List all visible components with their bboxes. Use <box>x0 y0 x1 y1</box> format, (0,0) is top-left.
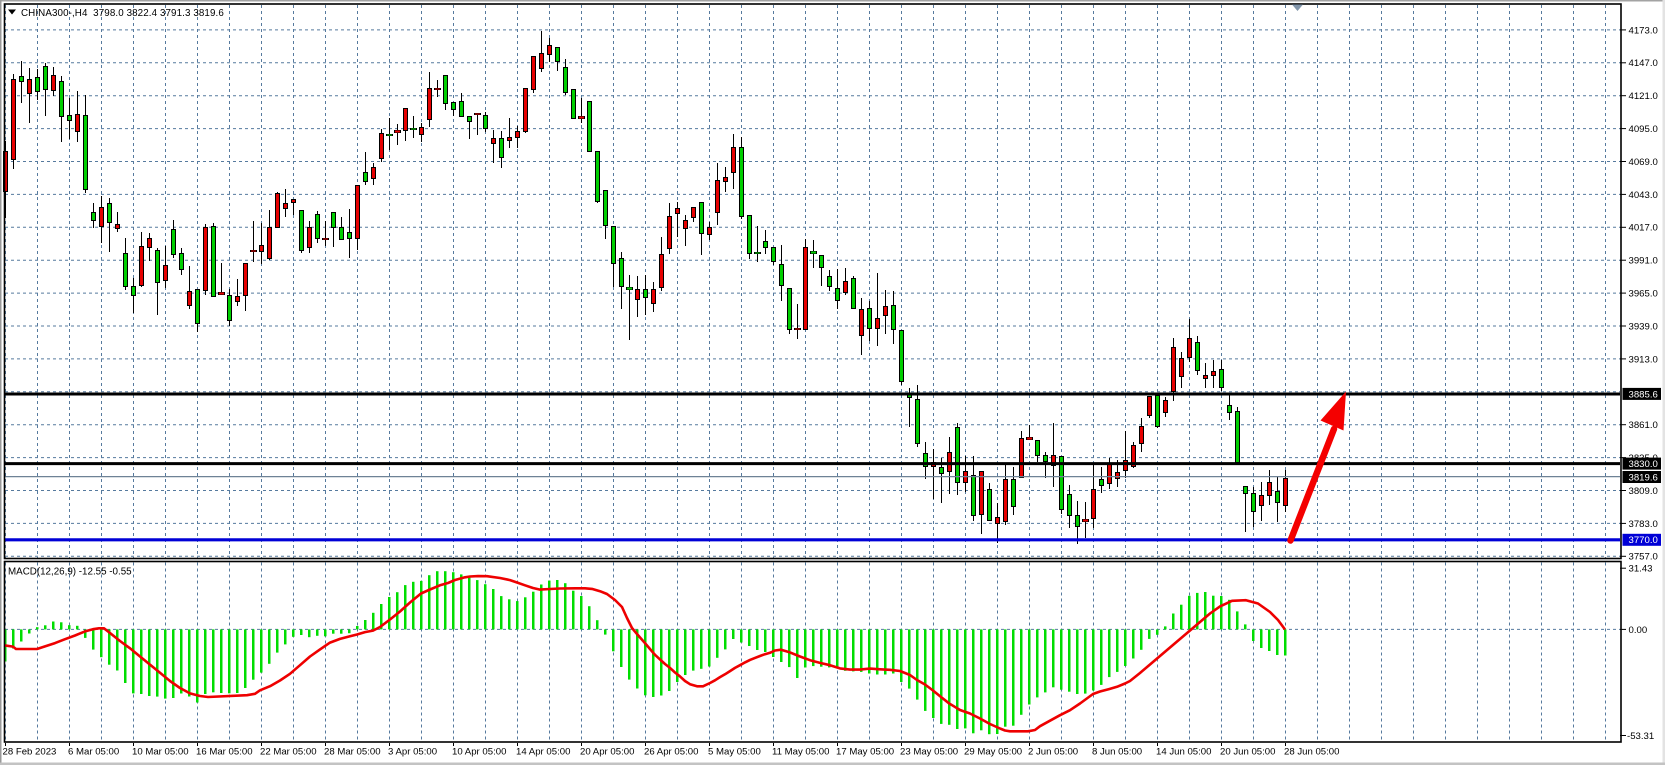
svg-text:4121.0: 4121.0 <box>1629 91 1658 102</box>
svg-text:14 Jun 05:00: 14 Jun 05:00 <box>1156 747 1211 758</box>
svg-text:0.00: 0.00 <box>1629 625 1648 636</box>
svg-text:MACD(12,26,9) -12.55 -0.55: MACD(12,26,9) -12.55 -0.55 <box>8 567 132 578</box>
svg-text:3783.0: 3783.0 <box>1629 519 1658 530</box>
svg-text:22 Mar 05:00: 22 Mar 05:00 <box>260 747 317 758</box>
svg-text:3 Apr 05:00: 3 Apr 05:00 <box>388 747 437 758</box>
svg-text:4147.0: 4147.0 <box>1629 58 1658 69</box>
svg-text:4095.0: 4095.0 <box>1629 124 1658 135</box>
svg-text:20 Apr 05:00: 20 Apr 05:00 <box>580 747 634 758</box>
svg-text:23 May 05:00: 23 May 05:00 <box>900 747 958 758</box>
svg-text:3819.6: 3819.6 <box>1629 472 1658 483</box>
svg-text:16 Mar 05:00: 16 Mar 05:00 <box>196 747 253 758</box>
svg-text:3757.0: 3757.0 <box>1629 552 1658 563</box>
svg-text:4173.0: 4173.0 <box>1629 25 1658 36</box>
svg-text:14 Apr 05:00: 14 Apr 05:00 <box>516 747 570 758</box>
svg-text:3861.0: 3861.0 <box>1629 420 1658 431</box>
svg-text:3991.0: 3991.0 <box>1629 256 1658 267</box>
svg-text:29 May 05:00: 29 May 05:00 <box>964 747 1022 758</box>
svg-text:11 May 05:00: 11 May 05:00 <box>772 747 829 758</box>
svg-text:3809.0: 3809.0 <box>1629 486 1658 497</box>
svg-text:4043.0: 4043.0 <box>1629 190 1658 201</box>
svg-text:17 May 05:00: 17 May 05:00 <box>836 747 894 758</box>
svg-text:6 Mar 05:00: 6 Mar 05:00 <box>68 747 119 758</box>
svg-text:4017.0: 4017.0 <box>1629 223 1658 234</box>
svg-text:10 Apr 05:00: 10 Apr 05:00 <box>452 747 506 758</box>
svg-text:28 Jun 05:00: 28 Jun 05:00 <box>1284 747 1339 758</box>
svg-text:28 Mar 05:00: 28 Mar 05:00 <box>324 747 381 758</box>
svg-text:26 Apr 05:00: 26 Apr 05:00 <box>644 747 698 758</box>
svg-text:3885.6: 3885.6 <box>1629 389 1658 400</box>
svg-text:3939.0: 3939.0 <box>1629 321 1658 332</box>
svg-text:31.43: 31.43 <box>1629 564 1653 575</box>
svg-text:5 May 05:00: 5 May 05:00 <box>708 747 761 758</box>
svg-text:20 Jun 05:00: 20 Jun 05:00 <box>1220 747 1275 758</box>
svg-text:28 Feb 2023: 28 Feb 2023 <box>3 747 57 758</box>
svg-text:8 Jun 05:00: 8 Jun 05:00 <box>1092 747 1142 758</box>
svg-text:CHINA300-,H4 3798.0 3822.4 37: CHINA300-,H4 3798.0 3822.4 3791.3 3819.6 <box>21 8 224 19</box>
svg-text:3770.0: 3770.0 <box>1629 535 1658 546</box>
svg-text:4069.0: 4069.0 <box>1629 157 1658 168</box>
svg-text:3830.0: 3830.0 <box>1629 459 1658 470</box>
svg-text:-53.31: -53.31 <box>1627 731 1654 742</box>
svg-text:3965.0: 3965.0 <box>1629 289 1658 300</box>
svg-text:10 Mar 05:00: 10 Mar 05:00 <box>132 747 189 758</box>
svg-text:2 Jun 05:00: 2 Jun 05:00 <box>1028 747 1078 758</box>
svg-text:3913.0: 3913.0 <box>1629 354 1658 365</box>
